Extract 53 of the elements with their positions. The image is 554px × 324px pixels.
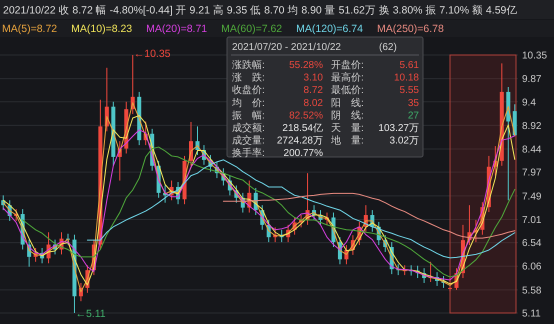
annotation: 5.61 xyxy=(400,60,420,71)
text: MA(20)=8.71 xyxy=(146,23,208,35)
y-tick-label: 9.87 xyxy=(522,74,542,86)
text: MA(10)=8.23 xyxy=(71,23,132,35)
annotation: 均 价: xyxy=(231,96,265,109)
annotation: ←5.11 xyxy=(75,308,106,320)
y-tick-label: 7.01 xyxy=(522,214,542,226)
annotation: 涨跌幅: xyxy=(232,59,265,71)
annotation: 最低价: xyxy=(331,84,364,96)
y-tick-label: 6.54 xyxy=(522,238,542,250)
y-tick-label: 5.11 xyxy=(522,308,542,320)
annotation: 27 xyxy=(408,110,420,122)
annotation: 换手率: xyxy=(232,147,265,160)
y-tick-label: 9.4 xyxy=(522,97,536,108)
y-tick-label: 10.35 xyxy=(522,50,548,62)
annotation: 天 量: xyxy=(331,123,364,134)
annotation: 最高价: xyxy=(331,72,364,84)
annotation: 振 幅: xyxy=(232,109,265,122)
annotation: 82.52% xyxy=(289,110,324,122)
y-tick-label: 7.49 xyxy=(522,191,542,202)
y-tick-label: 7.97 xyxy=(522,168,542,179)
y-tick-label: 8.44 xyxy=(522,144,542,156)
annotation: 218.54亿 xyxy=(282,123,323,134)
text: MA(250)=6.78 xyxy=(377,23,444,35)
annotation: 5.55 xyxy=(400,85,420,96)
y-tick-label: 8.92 xyxy=(522,120,542,132)
annotation: 收盘价: xyxy=(232,84,265,96)
text: MA(120)=6.74 xyxy=(296,23,364,35)
annotation: 10.18 xyxy=(394,72,420,84)
annotation: 103.27万 xyxy=(378,123,419,134)
annotation: 35 xyxy=(408,98,420,109)
annotation: 3.10 xyxy=(304,72,324,84)
annotation: 3.02万 xyxy=(390,136,419,147)
annotation: 开盘价: xyxy=(331,59,364,71)
annotation: ←10.35 xyxy=(134,48,171,60)
header: 2021/10/22 收 8.72 幅 -4.80%[-0.44] 开 9.21 高 9.35 低 8.70 均 8.90 量 51.62万 换 3.80% 振 7.10% 额 4.59亿 xyxy=(3,4,518,16)
annotation: 55.28% xyxy=(289,60,324,71)
y-tick-label: 6.06 xyxy=(522,262,542,273)
annotation: 成交量: xyxy=(232,134,265,147)
annotation: 200.77% xyxy=(284,148,324,160)
annotation: 成交额: xyxy=(232,122,265,134)
annotation: 8.02 xyxy=(304,98,324,109)
annotation: 阳 线: xyxy=(331,96,364,109)
text: MA(60)=7.62 xyxy=(221,23,282,35)
text: 2021/07/20 - 2021/10/22 xyxy=(232,42,341,53)
annotation: 地 量: xyxy=(330,134,364,147)
text: (62) xyxy=(379,42,397,53)
annotation: 阴 线: xyxy=(331,109,364,122)
y-tick-label: 5.58 xyxy=(522,285,542,296)
annotation: 2724.28万 xyxy=(276,136,323,147)
annotation: 8.72 xyxy=(304,85,324,96)
annotation: 涨 跌: xyxy=(232,72,265,84)
text: MA(5)=8.72 xyxy=(2,23,58,35)
